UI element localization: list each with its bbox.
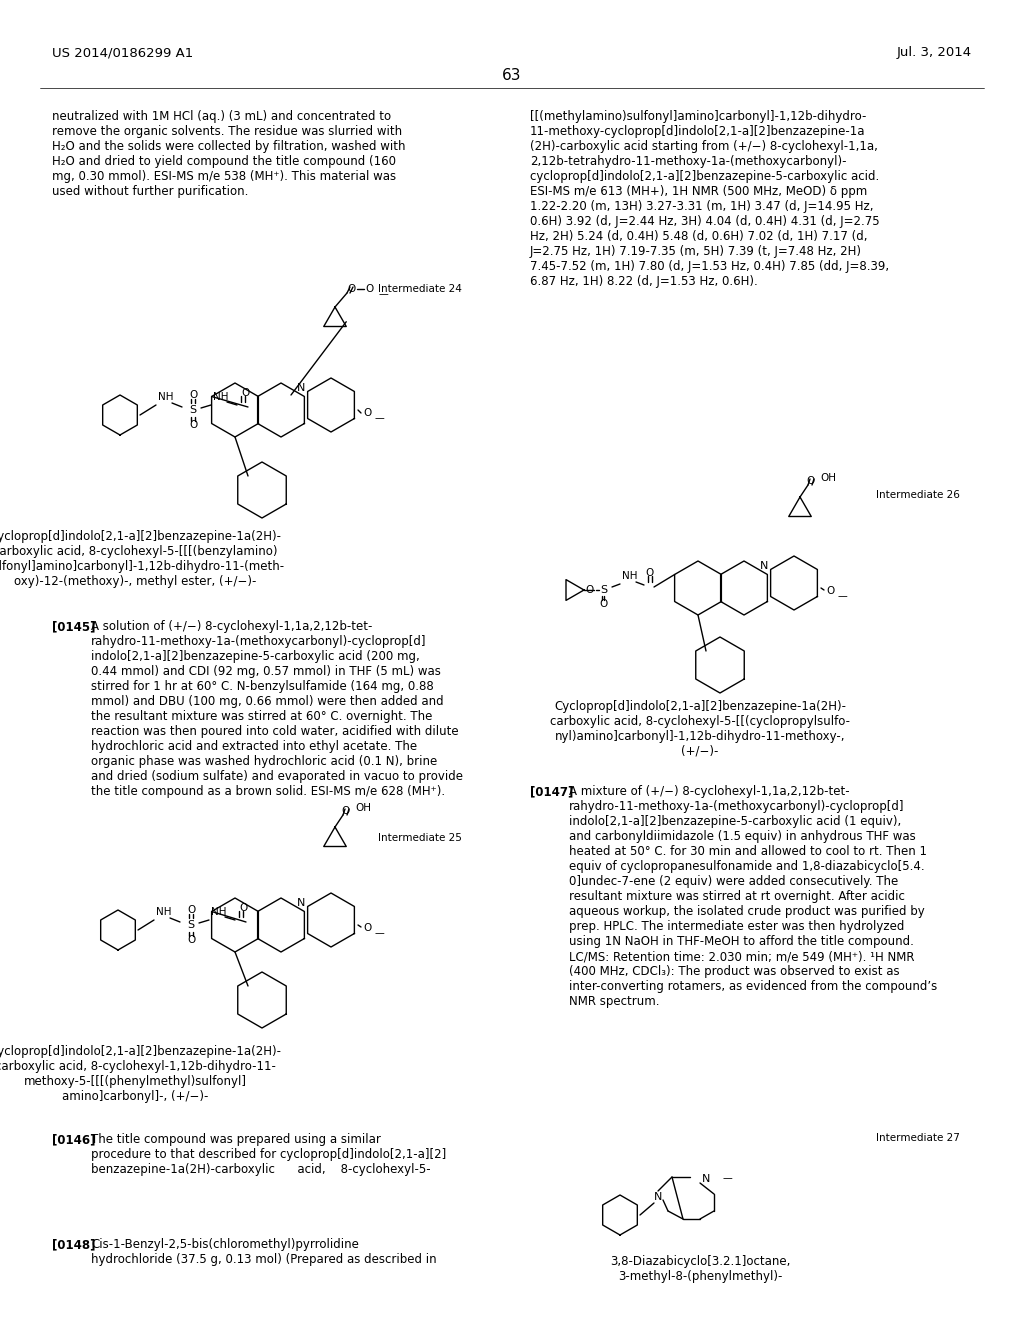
- Text: Cycloprop[d]indolo[2,1-a][2]benzazepine-1a(2H)-
carboxylic acid, 8-cyclohexyl-1,: Cycloprop[d]indolo[2,1-a][2]benzazepine-…: [0, 1045, 281, 1104]
- Text: neutralized with 1M HCl (aq.) (3 mL) and concentrated to
remove the organic solv: neutralized with 1M HCl (aq.) (3 mL) and…: [52, 110, 406, 198]
- Text: O: O: [586, 585, 594, 595]
- Text: The title compound was prepared using a similar
procedure to that described for : The title compound was prepared using a …: [91, 1133, 446, 1176]
- Text: O: O: [188, 420, 198, 430]
- Text: 3,8-Diazabicyclo[3.2.1]octane,
3-methyl-8-(phenylmethyl)-: 3,8-Diazabicyclo[3.2.1]octane, 3-methyl-…: [610, 1255, 791, 1283]
- Text: O: O: [365, 284, 374, 294]
- Text: Cis-1-Benzyl-2,5-bis(chloromethyl)pyrrolidine
hydrochloride (37.5 g, 0.13 mol) (: Cis-1-Benzyl-2,5-bis(chloromethyl)pyrrol…: [91, 1238, 436, 1266]
- Text: O: O: [600, 599, 608, 609]
- Text: N: N: [760, 561, 768, 572]
- Text: [[(methylamino)sulfonyl]amino]carbonyl]-1,12b-dihydro-
11-methoxy-cycloprop[d]in: [[(methylamino)sulfonyl]amino]carbonyl]-…: [530, 110, 889, 288]
- Text: —: —: [375, 413, 385, 422]
- Text: O: O: [646, 568, 654, 578]
- Text: O: O: [826, 586, 835, 597]
- Text: —: —: [375, 928, 385, 939]
- Text: Intermediate 25: Intermediate 25: [378, 833, 462, 843]
- Text: NH: NH: [156, 907, 171, 917]
- Text: —: —: [379, 289, 389, 300]
- Text: Intermediate 26: Intermediate 26: [877, 490, 961, 500]
- Text: N: N: [297, 383, 305, 393]
- Text: O: O: [341, 807, 349, 816]
- Text: O: O: [186, 935, 196, 945]
- Text: N: N: [653, 1192, 663, 1203]
- Text: A solution of (+/−) 8-cyclohexyl-1,1a,2,12b-tet-
rahydro-11-methoxy-1a-(methoxyc: A solution of (+/−) 8-cyclohexyl-1,1a,2,…: [91, 620, 463, 799]
- Text: O: O: [806, 477, 814, 486]
- Text: Intermediate 24: Intermediate 24: [378, 284, 462, 294]
- Text: [0146]: [0146]: [52, 1133, 95, 1146]
- Text: NH: NH: [213, 392, 228, 403]
- Text: N: N: [701, 1173, 711, 1184]
- Text: [0147]: [0147]: [530, 785, 573, 799]
- Text: 63: 63: [502, 69, 522, 83]
- Text: US 2014/0186299 A1: US 2014/0186299 A1: [52, 46, 194, 59]
- Text: OH: OH: [355, 803, 371, 813]
- Text: A mixture of (+/−) 8-cyclohexyl-1,1a,2,12b-tet-
rahydro-11-methoxy-1a-(methoxyca: A mixture of (+/−) 8-cyclohexyl-1,1a,2,1…: [569, 785, 937, 1008]
- Text: S: S: [600, 585, 607, 595]
- Text: O: O: [186, 906, 196, 915]
- Text: O: O: [241, 388, 249, 399]
- Text: N: N: [297, 898, 305, 908]
- Text: O: O: [362, 923, 372, 933]
- Text: [0145]: [0145]: [52, 620, 95, 634]
- Text: Intermediate 27: Intermediate 27: [877, 1133, 961, 1143]
- Text: NH: NH: [211, 907, 226, 917]
- Text: S: S: [189, 405, 197, 414]
- Text: —: —: [723, 1173, 733, 1183]
- Text: O: O: [362, 408, 372, 418]
- Text: Jul. 3, 2014: Jul. 3, 2014: [897, 46, 972, 59]
- Text: [0148]: [0148]: [52, 1238, 95, 1251]
- Text: NH: NH: [622, 572, 638, 581]
- Text: Cycloprop[d]indolo[2,1-a][2]benzazepine-1a(2H)-
carboxylic acid, 8-cyclohexyl-5-: Cycloprop[d]indolo[2,1-a][2]benzazepine-…: [0, 531, 285, 587]
- Text: S: S: [187, 920, 195, 931]
- Text: OH: OH: [820, 473, 836, 483]
- Text: —: —: [838, 591, 848, 601]
- Text: Cycloprop[d]indolo[2,1-a][2]benzazepine-1a(2H)-
carboxylic acid, 8-cyclohexyl-5-: Cycloprop[d]indolo[2,1-a][2]benzazepine-…: [550, 700, 850, 758]
- Text: NH: NH: [158, 392, 173, 403]
- Text: O: O: [239, 903, 247, 913]
- Text: O: O: [347, 284, 355, 294]
- Text: O: O: [188, 389, 198, 400]
